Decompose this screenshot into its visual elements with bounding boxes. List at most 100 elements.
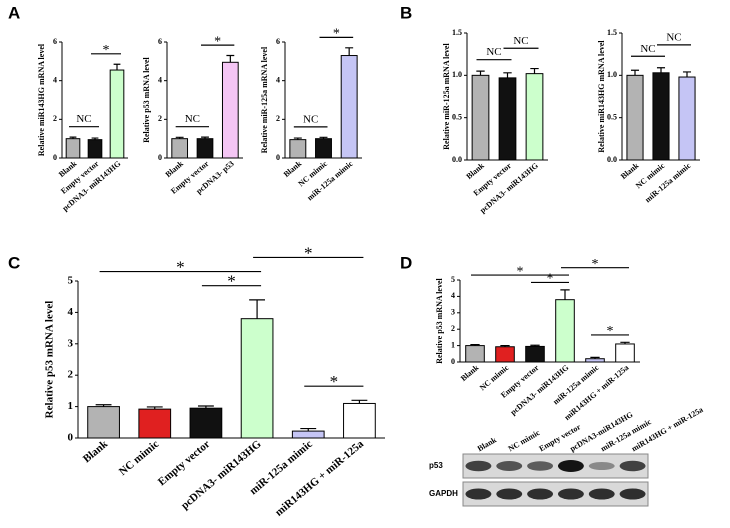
bar (652, 72, 670, 161)
x-tick-label: miR-125a mimic (305, 159, 355, 203)
error-bar (95, 404, 112, 407)
error-bar (476, 70, 485, 76)
y-axis-label: Relative miR-125a mRNA level (260, 46, 269, 153)
y-axis-label: Relative miR143HG mRNA level (597, 40, 606, 153)
y-tick-label: 4 (451, 291, 455, 300)
error-bar (503, 72, 512, 78)
blot-band (527, 461, 554, 471)
bar (289, 139, 307, 159)
bar (65, 138, 81, 159)
lane-label: Blank (476, 435, 499, 453)
error-bar (146, 406, 163, 410)
y-tick-label: 3 (451, 308, 455, 317)
comparison-label: * (214, 34, 221, 49)
bar (465, 345, 485, 363)
bar (109, 69, 125, 159)
bar (315, 138, 332, 159)
y-tick-label: 1.5 (607, 28, 617, 37)
error-bar (351, 399, 368, 404)
y-tick-label: 1 (68, 400, 74, 412)
y-axis-label: Relative p53 mRNA level (435, 277, 444, 363)
blot-band (557, 460, 584, 472)
comparison-label: NC (666, 31, 681, 43)
x-tick-label: Blank (459, 363, 481, 383)
blot-band (496, 488, 523, 500)
comparison-label: NC (303, 113, 318, 125)
y-tick-label: 0.5 (452, 112, 462, 121)
y-tick-label: 2 (68, 369, 74, 381)
error-bar (197, 405, 214, 409)
comparison-label: * (547, 272, 554, 287)
bar (171, 138, 189, 159)
error-bar (91, 137, 99, 140)
blot-band (496, 461, 523, 471)
y-tick-label: 6 (158, 37, 162, 46)
panel-label: B (400, 3, 412, 22)
blot-band (465, 460, 492, 472)
bar (678, 76, 696, 161)
y-tick-label: 4 (158, 75, 162, 84)
error-bar (249, 299, 266, 319)
error-bar (530, 344, 540, 347)
error-bar (319, 136, 328, 139)
blot-band (619, 488, 646, 500)
y-tick-label: 6 (276, 37, 280, 46)
comparison-label: NC (640, 43, 655, 55)
y-tick-label: 4 (68, 306, 74, 318)
error-bar (175, 136, 184, 139)
error-bar (500, 345, 510, 347)
bar (87, 139, 103, 159)
bar (340, 55, 358, 159)
y-tick-label: 0.5 (607, 112, 617, 121)
comparison-label: * (607, 324, 614, 339)
comparison-label: * (176, 257, 185, 276)
bar (240, 318, 274, 439)
x-tick-label: Blank (81, 437, 111, 465)
error-bar (560, 289, 570, 300)
comparison-label: * (103, 43, 110, 58)
comparison-label: NC (486, 46, 501, 58)
y-axis-label: Relative miR143HG mRNA level (37, 43, 46, 156)
panel-label: A (8, 3, 20, 22)
x-tick-label: Blank (619, 161, 641, 181)
y-axis-label: Relative p53 mRNA level (44, 301, 56, 419)
y-tick-label: 2 (53, 114, 57, 123)
blot-band (588, 461, 615, 471)
blot-row-label: GAPDH (429, 489, 458, 498)
x-tick-label: Blank (164, 159, 186, 179)
y-tick-label: 5 (68, 275, 74, 287)
y-tick-label: 0 (158, 153, 162, 162)
error-bar (590, 356, 600, 359)
error-bar (113, 63, 121, 71)
y-tick-label: 2 (276, 114, 280, 123)
y-tick-label: 2 (451, 324, 455, 333)
y-tick-label: 1.0 (607, 70, 617, 79)
y-tick-label: 0 (68, 432, 74, 444)
y-tick-label: 1 (451, 340, 455, 349)
error-bar (656, 67, 666, 73)
error-bar (630, 69, 640, 76)
comparison-label: * (517, 264, 524, 279)
bar (221, 61, 239, 159)
y-tick-label: 0 (53, 153, 57, 162)
y-tick-label: 4 (276, 75, 280, 84)
bar (626, 74, 644, 161)
error-bar (293, 137, 302, 140)
y-tick-label: 0.0 (607, 155, 617, 164)
bar (138, 408, 172, 439)
bar (189, 407, 223, 439)
blot-row-label: p53 (429, 461, 443, 470)
bar (291, 430, 325, 439)
x-tick-label: miR-125a mimic (643, 161, 693, 205)
x-tick-label: Blank (464, 161, 486, 181)
error-bar (69, 136, 77, 139)
comparison-label: NC (185, 113, 200, 125)
comparison-label: * (227, 272, 236, 291)
blot-band (465, 488, 492, 500)
comparison-label: NC (76, 113, 91, 125)
y-axis-label: Relative miR-125a mRNA level (442, 43, 451, 150)
bar (196, 138, 214, 159)
error-bar (226, 54, 235, 63)
bar (555, 299, 575, 363)
